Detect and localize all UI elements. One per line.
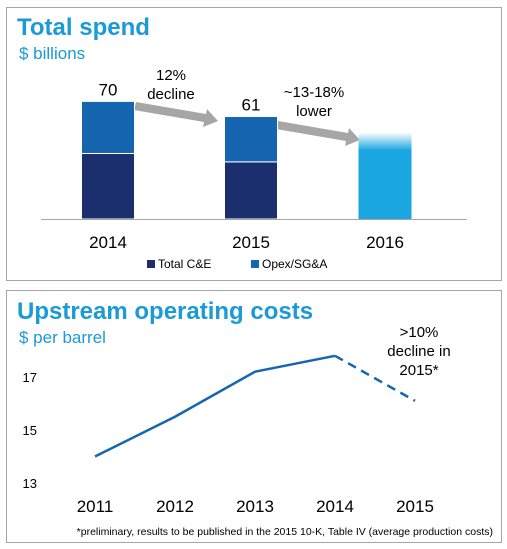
bar-labels: 70 2014 61 2015 2016	[89, 80, 404, 252]
cost-line	[94, 354, 416, 458]
legend: Total C&E Opex/SG&A	[147, 257, 327, 271]
upstream-costs-chart: 13 15 17 2011 2012 2013 2014 2015 >10% decline …	[23, 324, 493, 538]
y-tick-label-13: 13	[23, 476, 37, 491]
total-spend-panel: Total spend $ billions 70 2014 61 2015 2016 …	[6, 7, 502, 281]
bar-opex-2014	[81, 100, 135, 154]
change-arrow-2015-2016	[276, 121, 360, 146]
bar-total-label-2014: 70	[99, 80, 118, 99]
x-tick-label-2015: 2015	[396, 497, 434, 516]
x-tick-labels: 2011 2012 2013 2014 2015	[77, 497, 434, 516]
change-arrows	[134, 102, 360, 146]
change-annotation-line-2: decline	[147, 86, 195, 103]
bar-total-ce-2015	[224, 161, 278, 220]
upstream-costs-title: Upstream operating costs	[17, 298, 314, 325]
total-spend-title: Total spend	[17, 14, 150, 41]
footnote: *preliminary, results to be published in…	[77, 526, 493, 538]
decline-annotation-line-3: 2015*	[399, 362, 438, 379]
bar-group	[81, 100, 412, 220]
legend-swatch-opex	[251, 260, 259, 268]
bar-total-ce-2014	[81, 152, 135, 220]
bar-opex-2015	[224, 116, 278, 163]
x-tick-label-2015: 2015	[232, 233, 270, 252]
change-annotation-line-3: ~13-18%	[284, 84, 344, 101]
legend-swatch-total-ce	[147, 260, 155, 268]
legend-label-opex: Opex/SG&A	[262, 257, 327, 271]
bar-total-label-2015: 61	[242, 96, 261, 115]
projected-cost-line	[334, 354, 416, 402]
actual-cost-line	[94, 354, 336, 458]
bar-forecast-fade-2016	[358, 132, 412, 151]
y-tick-labels: 13 15 17	[23, 370, 37, 491]
change-annotation-line-1: 12%	[156, 67, 186, 84]
change-annotations: 12% decline ~13-18% lower	[147, 67, 344, 120]
x-tick-label-2011: 2011	[77, 497, 114, 516]
x-tick-label-2016: 2016	[366, 233, 404, 252]
total-spend-subtitle: $ billions	[19, 44, 86, 63]
legend-label-total-ce: Total C&E	[158, 257, 211, 271]
y-tick-label-17: 17	[23, 370, 37, 385]
x-tick-label-2012: 2012	[156, 497, 194, 516]
upstream-costs-panel: Upstream operating costs $ per barrel 13…	[6, 290, 502, 543]
y-tick-label-15: 15	[23, 423, 37, 438]
x-tick-label-2014: 2014	[89, 233, 127, 252]
change-annotation-line-4: lower	[296, 103, 332, 120]
change-arrow-2014-2015	[134, 102, 218, 127]
x-tick-label-2014: 2014	[316, 497, 354, 516]
decline-annotation-line-1: >10%	[400, 324, 439, 341]
upstream-costs-subtitle: $ per barrel	[19, 328, 106, 347]
decline-annotation: >10% decline in 2015*	[387, 324, 450, 379]
x-tick-label-2013: 2013	[236, 497, 274, 516]
decline-annotation-line-2: decline in	[387, 343, 450, 360]
